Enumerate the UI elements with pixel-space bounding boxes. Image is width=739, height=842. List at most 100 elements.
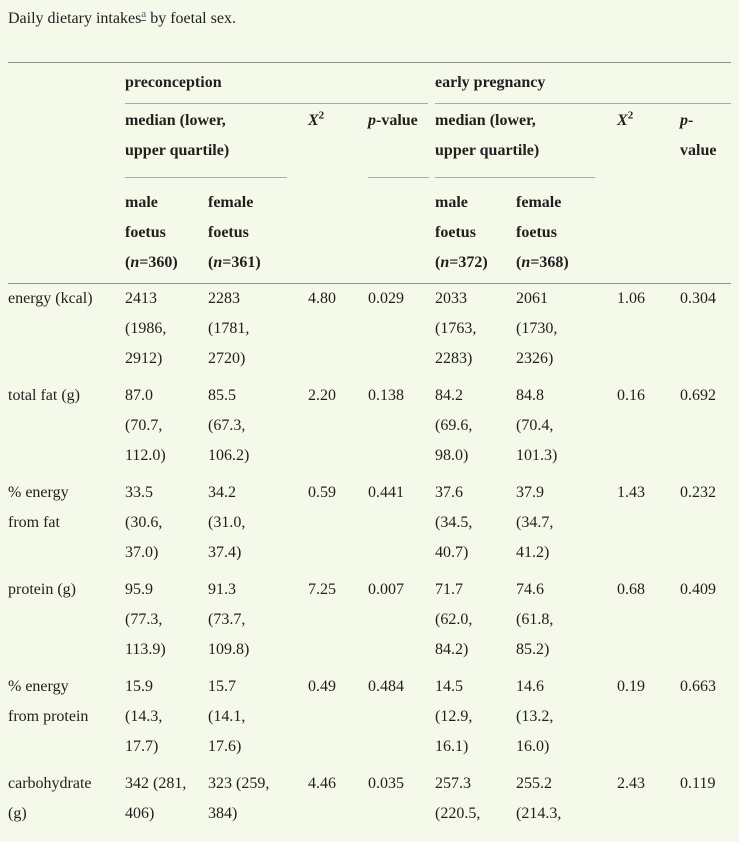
early-pregnancy-female-median-cell: 255.2 (214.3, [516,775,562,822]
early-pregnancy-p-value-cell: 0.663 [680,678,717,695]
row-label-cell: energy (kcal) [8,284,125,382]
page-title: Daily dietary intakesa by foetal sex. [8,7,739,29]
header-rule [368,176,429,178]
group-header-early-pregnancy: early pregnancy [435,63,732,104]
preconception-p-value-cell: 0.007 [368,581,404,598]
preconception-p-value-cell: 0.484 [368,678,404,695]
measure-header-row: median (lower, upper quartile) X2 p-valu… [8,104,731,178]
header-rule [125,176,287,178]
sex-header-early-female: female foetus (n=368) [516,177,618,284]
row-label: carbohydrate (g) [8,775,92,822]
preconception-female-median-cell: 91.3 (73.7, 109.8) [208,581,250,658]
preconception-p-value-cell: 0.035 [368,775,404,792]
early-pregnancy-p-value-cell: 0.304 [680,290,717,307]
early-pregnancy-p-value-cell: 0.409 [680,581,717,598]
early-pregnancy-female-median-cell: 14.6 (13.2, 16.0) [516,678,554,755]
sample-size: (n=361) [208,253,261,271]
preconception-p-value-cell: 0.138 [368,387,404,404]
header-rule [125,102,428,104]
early-pregnancy-p-value-cell: 0.692 [680,387,717,404]
row-label: energy (kcal) [8,290,93,307]
preconception-female-median-cell: 34.2 (31.0, 37.4) [208,484,246,561]
group-label: early pregnancy [435,74,546,91]
early-pregnancy-p-value-cell: 0.119 [680,775,716,792]
empty-header-cell [680,177,732,284]
sample-size: (n=360) [125,253,178,271]
sex-header-preconception-female: female foetus (n=361) [208,177,308,284]
header-rule [435,102,732,104]
dietary-intake-table: preconception early pregnancy median (lo… [8,62,732,836]
sample-size: (n=368) [516,253,569,271]
early-pregnancy-chi-squared-cell: 0.19 [617,678,646,695]
table-row: protein (g) 95.9 (77.3, 113.9) 91.3 (73.… [8,575,731,672]
early-pregnancy-female-median-cell: 2061 (1730, 2326) [516,290,558,367]
p-value-label: p-value [680,111,717,159]
title-text-suffix: by foetal sex. [146,10,236,27]
row-label-cell: protein (g) [8,575,125,672]
early-pregnancy-female-median-cell: 74.6 (61.8, 85.2) [516,581,554,658]
row-label-cell: total fat (g) [8,381,125,478]
early-pregnancy-male-median-cell: 257.3 (220.5, [435,775,481,822]
p-value-header-preconception: p-value [368,104,435,178]
group-header-row: preconception early pregnancy [8,63,732,104]
sex-header-early-male: male foetus (n=372) [435,177,517,284]
preconception-chi-squared-cell: 2.20 [308,387,336,404]
early-pregnancy-chi-squared-cell: 1.06 [617,290,646,307]
preconception-chi-squared-cell: 0.49 [308,678,336,695]
row-label: total fat (g) [8,387,80,404]
p-value-label: p-value [368,111,418,129]
early-pregnancy-p-value-cell: 0.232 [680,484,717,501]
row-label-cell: % energy from fat [8,478,125,575]
p-value-header-early-pregnancy: p-value [680,104,731,178]
row-label-cell: carbohydrate (g) [8,769,125,836]
empty-header-cell [8,63,125,104]
chi-squared-header-early-pregnancy: X2 [617,104,680,178]
median-header-label: median (lower, upper quartile) [125,111,230,159]
early-pregnancy-chi-squared-cell: 1.43 [617,484,646,501]
preconception-female-median-cell: 2283 (1781, 2720) [208,290,250,367]
median-header-preconception: median (lower, upper quartile) [125,104,308,178]
table-row: total fat (g) 87.0 (70.7, 112.0) 85.5 (6… [8,381,731,478]
row-label: % energy from protein [8,678,89,725]
preconception-female-median-cell: 85.5 (67.3, 106.2) [208,387,250,464]
empty-header-cell [617,177,681,284]
early-pregnancy-chi-squared-cell: 0.68 [617,581,646,598]
preconception-female-median-cell: 323 (259, 384) [208,775,270,822]
footnote-a-link[interactable]: a [141,7,147,21]
preconception-male-median-cell: 15.9 (14.3, 17.7) [125,678,163,755]
early-pregnancy-female-median-cell: 37.9 (34.7, 41.2) [516,484,554,561]
row-label: protein (g) [8,581,76,598]
sex-header-row: male foetus (n=360) female foetus (n=361… [8,177,732,284]
sample-size: (n=372) [435,253,488,271]
sex-header-preconception-male: male foetus (n=360) [125,177,208,284]
table-row: % energy from protein 15.9 (14.3, 17.7) … [8,672,731,769]
preconception-male-median-cell: 2413 (1986, 2912) [125,290,167,367]
preconception-female-median-cell: 15.7 (14.1, 17.6) [208,678,246,755]
preconception-chi-squared-cell: 7.25 [308,581,336,598]
early-pregnancy-female-median-cell: 84.8 (70.4, 101.3) [516,387,558,464]
group-label: preconception [125,74,222,91]
empty-header-cell [368,177,436,284]
preconception-male-median-cell: 342 (281, 406) [125,775,187,822]
empty-header-cell [8,177,125,284]
early-pregnancy-male-median-cell: 14.5 (12.9, 16.1) [435,678,473,755]
preconception-chi-squared-cell: 4.80 [308,290,336,307]
preconception-p-value-cell: 0.441 [368,484,404,501]
empty-header-cell [308,177,368,284]
preconception-male-median-cell: 87.0 (70.7, 112.0) [125,387,166,464]
preconception-male-median-cell: 33.5 (30.6, 37.0) [125,484,163,561]
preconception-chi-squared-cell: 4.46 [308,775,336,792]
early-pregnancy-male-median-cell: 37.6 (34.5, 40.7) [435,484,473,561]
table-row: energy (kcal) 2413 (1986, 2912) 2283 (17… [8,284,731,382]
early-pregnancy-chi-squared-cell: 0.16 [617,387,646,404]
median-header-label: median (lower, upper quartile) [435,111,540,159]
chi-squared-label: X2 [617,109,634,129]
title-text: Daily dietary intakes [8,10,142,27]
chi-squared-label: X2 [308,109,325,129]
header-rule [435,176,596,178]
table-row: carbohydrate (g) 342 (281, 406) 323 (259… [8,769,731,836]
row-label: % energy from fat [8,484,69,531]
early-pregnancy-male-median-cell: 2033 (1763, 2283) [435,290,477,367]
early-pregnancy-male-median-cell: 71.7 (62.0, 84.2) [435,581,473,658]
early-pregnancy-male-median-cell: 84.2 (69.6, 98.0) [435,387,473,464]
